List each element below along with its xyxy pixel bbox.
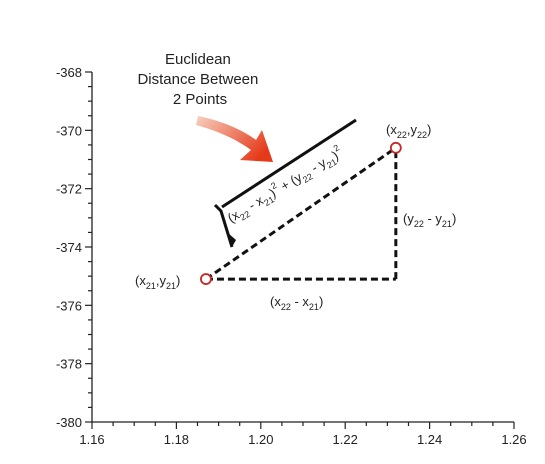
x-tick-label: 1.18: [164, 432, 189, 447]
point-1-label: (x21,y21): [135, 273, 180, 291]
formula-group: (x22 - x21)2 + (y22 - y21)2: [223, 142, 346, 228]
radical-tick: [228, 233, 236, 247]
x-tick-label: 1.20: [248, 432, 273, 447]
delta-y-label: (y22 - y21): [403, 211, 456, 229]
x-tick-label: 1.22: [333, 432, 358, 447]
point-1-marker: [200, 273, 212, 285]
delta-x-label: (x22 - x21): [270, 294, 323, 312]
x-tick-label: 1.16: [79, 432, 104, 447]
y-tick-label: -378: [56, 357, 82, 372]
chart-title-line-3: 2 Points: [173, 91, 227, 108]
y-tick-label: -380: [56, 415, 82, 430]
y-tick-label: -374: [56, 240, 82, 255]
x-tick-label: 1.26: [501, 432, 526, 447]
x-ticks: 1.16 1.18 1.20 1.22 1.24 1.26: [79, 422, 527, 447]
point-2-label: (x22,y22): [386, 122, 431, 140]
x-tick-label: 1.24: [417, 432, 442, 447]
chart-title: Euclidean Distance Between 2 Points: [137, 51, 262, 108]
y-ticks: -380 -378 -376 -374 -372 -370 -368: [56, 65, 92, 430]
y-tick-label: -376: [56, 298, 82, 313]
chart-title-line-2: Distance Between: [137, 71, 258, 88]
y-tick-label: -370: [56, 123, 82, 138]
y-tick-label: -372: [56, 182, 82, 197]
chart-title-line-1: Euclidean: [165, 51, 231, 68]
distance-formula: (x22 - x21)2 + (y22 - y21)2: [223, 142, 346, 228]
hypotenuse-dashed-line: [205, 146, 397, 281]
y-tick-label: -368: [56, 65, 82, 80]
point-2-marker: [389, 141, 402, 154]
axes: [91, 72, 514, 423]
radical-sign: [213, 118, 357, 248]
pointer-arrow: [196, 116, 273, 162]
